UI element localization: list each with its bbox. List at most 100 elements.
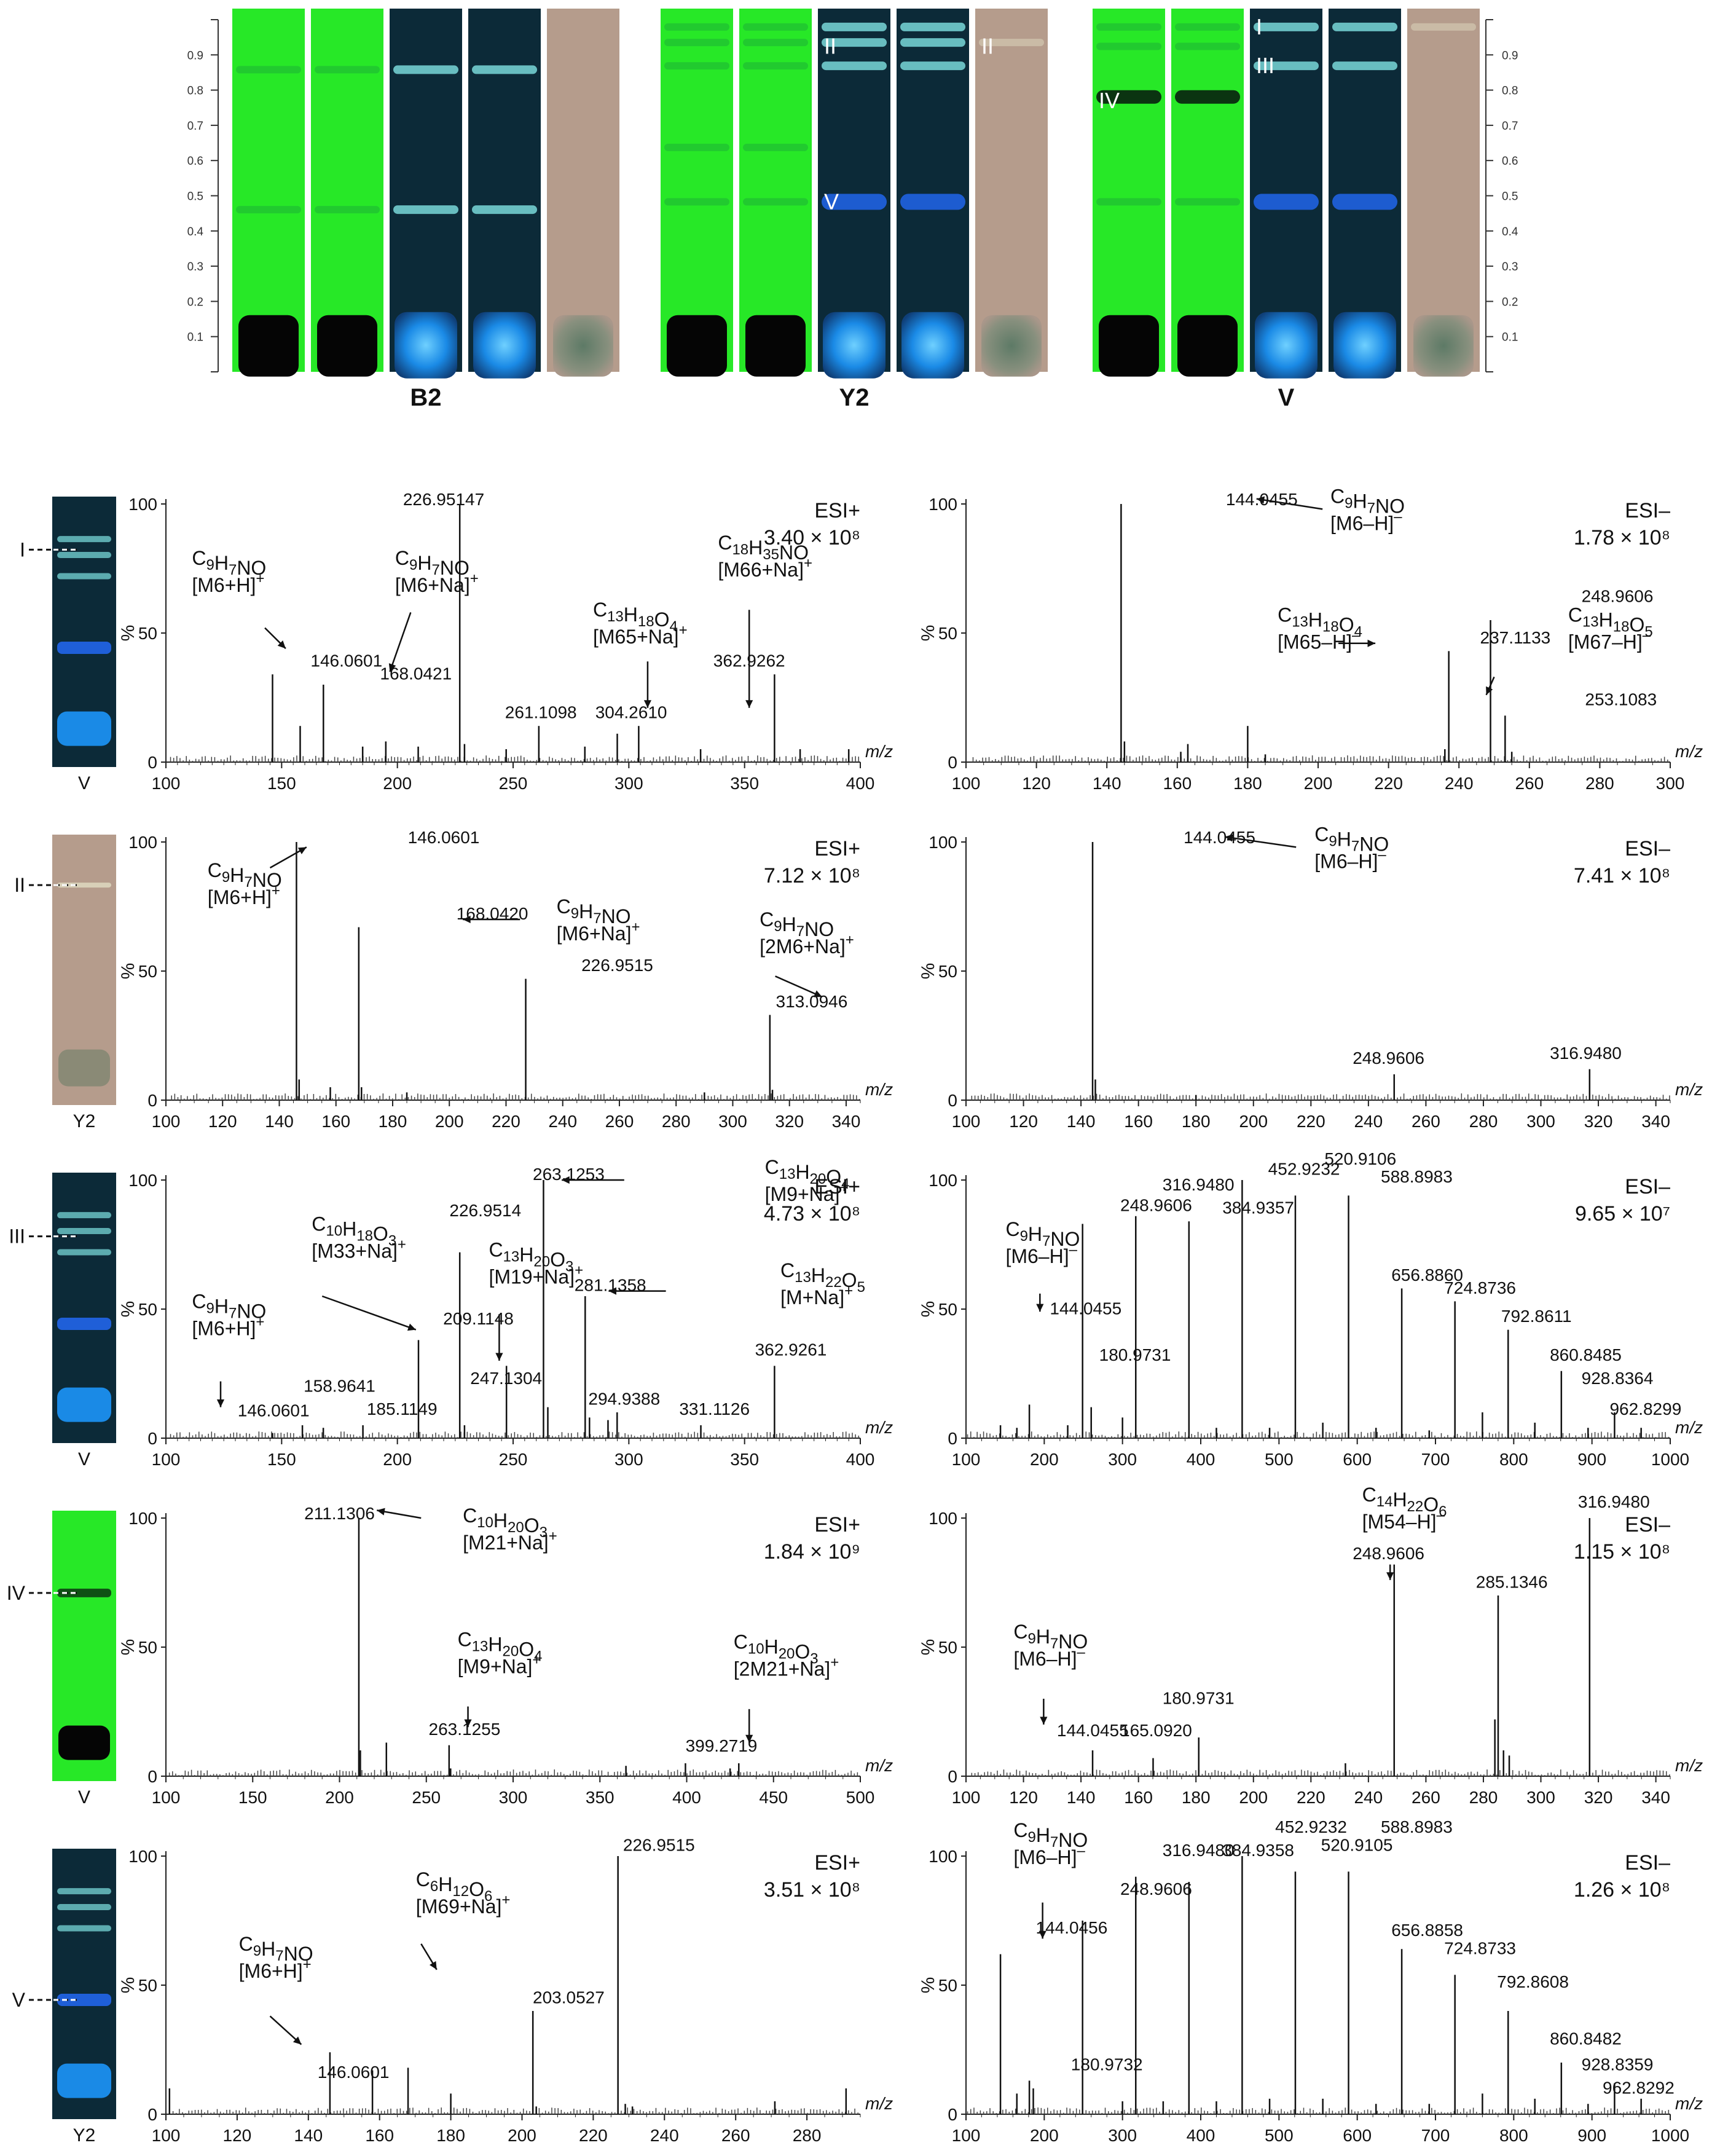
annotation-arrowhead [1036, 1304, 1044, 1312]
spectrum-4-pos: 0 50 100% 100 150 200 250 300 350 400 450 500 m/z ESI… [118, 1504, 893, 1807]
tlc-group-label: V [1278, 384, 1295, 411]
ion-annotation: [M6+H]+ [239, 1956, 312, 1982]
rf-tick-label: 0.1 [187, 331, 203, 344]
ion-annotation: [M33+Na]+ [312, 1236, 406, 1262]
y-tick-label: 50 [938, 1638, 957, 1657]
rf-tick-label: 0.6 [187, 155, 203, 168]
x-axis-label: m/z [865, 2094, 893, 2113]
formula-annotation: C14H22O6 [1362, 1484, 1447, 1520]
thumbnail-origin [57, 1387, 111, 1422]
rf-tick-label: 0.1 [1502, 331, 1518, 344]
x-tick-label: 260 [1515, 774, 1544, 793]
ion-annotation: [M6–H]– [1330, 508, 1402, 534]
thumbnail-sample-label: V [78, 773, 90, 793]
x-tick-label: 180 [1233, 774, 1262, 793]
tlc-band [664, 23, 729, 31]
y-tick-label: 0 [948, 753, 957, 772]
rf-tick-label: 0.3 [1502, 261, 1518, 273]
y-axis-label: % [918, 963, 938, 980]
tlc-band [393, 205, 458, 214]
tlc-band-label: I [1256, 14, 1262, 39]
formula-annotation: C13H22O5 [780, 1259, 865, 1296]
tlc-band [822, 38, 887, 47]
annotation-arrowhead [1040, 1717, 1048, 1725]
ion-annotation: [2M21+Na]+ [734, 1654, 839, 1680]
peak-mz-label: 146.0601 [238, 1401, 310, 1420]
annotation-arrowhead [216, 1399, 225, 1407]
x-tick-label: 160 [1124, 1112, 1153, 1131]
y-tick-label: 100 [128, 1847, 157, 1866]
x-tick-label: 600 [1343, 2126, 1372, 2145]
base-peak-intensity: 7.41 × 10⁸ [1574, 864, 1670, 887]
x-tick-label: 300 [1526, 1788, 1555, 1807]
tlc-group-label: Y2 [839, 384, 870, 411]
x-tick-label: 320 [1584, 1788, 1613, 1807]
y-tick-label: 0 [948, 1091, 957, 1110]
tlc-origin-spot [473, 312, 536, 379]
annotation-arrowhead [1039, 1930, 1047, 1939]
tlc-band [822, 22, 887, 31]
tlc-origin-spot [901, 312, 964, 379]
formula-annotation: C13H18O5 [1568, 604, 1653, 640]
y-tick-label: 0 [147, 1429, 157, 1448]
peak-mz-label: 226.9515 [581, 956, 653, 975]
x-tick-label: 200 [1304, 774, 1333, 793]
x-axis-label: m/z [865, 1756, 893, 1775]
y-tick-label: 100 [929, 1847, 957, 1866]
tlc-origin-spot [1099, 315, 1159, 377]
peak-mz-label: 399.2719 [686, 1736, 758, 1755]
x-tick-label: 600 [1343, 1450, 1372, 1469]
annotation-arrowhead [388, 663, 396, 672]
peak-mz-label: 962.8292 [1603, 2078, 1675, 2097]
x-tick-label: 180 [1182, 1788, 1211, 1807]
ion-annotation: [M21+Na]+ [463, 1528, 557, 1554]
peak-mz-label: 144.0456 [1036, 1918, 1108, 1937]
y-axis-label: % [118, 625, 138, 642]
ionization-mode: ESI+ [814, 837, 860, 860]
rf-tick-label: 0.9 [1502, 49, 1518, 62]
y-tick-label: 100 [929, 495, 957, 514]
x-tick-label: 300 [1656, 774, 1685, 793]
ionization-mode: ESI+ [814, 499, 860, 522]
annotation-arrowhead [1256, 496, 1265, 504]
tlc-band-label: IV [1099, 88, 1120, 113]
x-tick-label: 100 [952, 774, 981, 793]
thumbnail-sample-label: V [78, 1787, 90, 1808]
x-tick-label: 120 [1022, 774, 1051, 793]
formula-annotation: C13H20O4 [458, 1628, 543, 1664]
thumbnail-band [57, 573, 111, 580]
ion-annotation: [M6+Na]+ [557, 919, 640, 945]
ionization-mode: ESI– [1625, 1851, 1670, 1875]
thumbnail-band [57, 1925, 111, 1932]
peak-mz-label: 146.0601 [408, 828, 480, 847]
peak-mz-label: 962.8299 [1609, 1399, 1681, 1418]
peak-mz-label: 304.2610 [595, 703, 667, 722]
x-tick-label: 160 [321, 1112, 350, 1131]
annotation-arrowhead [495, 1353, 503, 1361]
x-tick-label: 200 [325, 1788, 354, 1807]
ion-annotation: [M65–H]– [1278, 628, 1361, 653]
annotation-arrowhead [464, 1719, 472, 1728]
x-tick-label: 250 [412, 1788, 441, 1807]
ionization-mode: ESI+ [814, 1851, 860, 1875]
tlc-band [236, 66, 301, 74]
annotation-arrow [321, 1295, 417, 1331]
tlc-band [822, 61, 887, 71]
formula-annotation: C9H7NO [395, 547, 469, 579]
tlc-band-label: II [981, 33, 994, 58]
x-tick-label: 340 [832, 1112, 861, 1131]
x-tick-label: 220 [579, 2126, 608, 2145]
tlc-thumbnail: III V [9, 1173, 116, 1469]
tlc-thumbnail: IV V [7, 1511, 116, 1808]
x-tick-label: 260 [1412, 1112, 1440, 1131]
annotation-arrowhead [463, 915, 471, 924]
x-tick-label: 100 [152, 2126, 181, 2145]
peak-mz-label: 656.8860 [1391, 1265, 1463, 1285]
x-tick-label: 160 [1124, 1788, 1153, 1807]
ion-annotation: [M69+Na]+ [416, 1892, 511, 1918]
rf-tick-label: 0.6 [1502, 155, 1518, 168]
tlc-origin-spot [667, 315, 727, 377]
tlc-figure: 0.1 0.2 0.3 0.4 0.5 0.6 0.7 0.8 0.9 0.1 0.2 0.3 0.4 0… [0, 0, 1720, 430]
annotation-arrowhead [1367, 639, 1376, 647]
peak-mz-label: 247.1304 [470, 1369, 542, 1388]
